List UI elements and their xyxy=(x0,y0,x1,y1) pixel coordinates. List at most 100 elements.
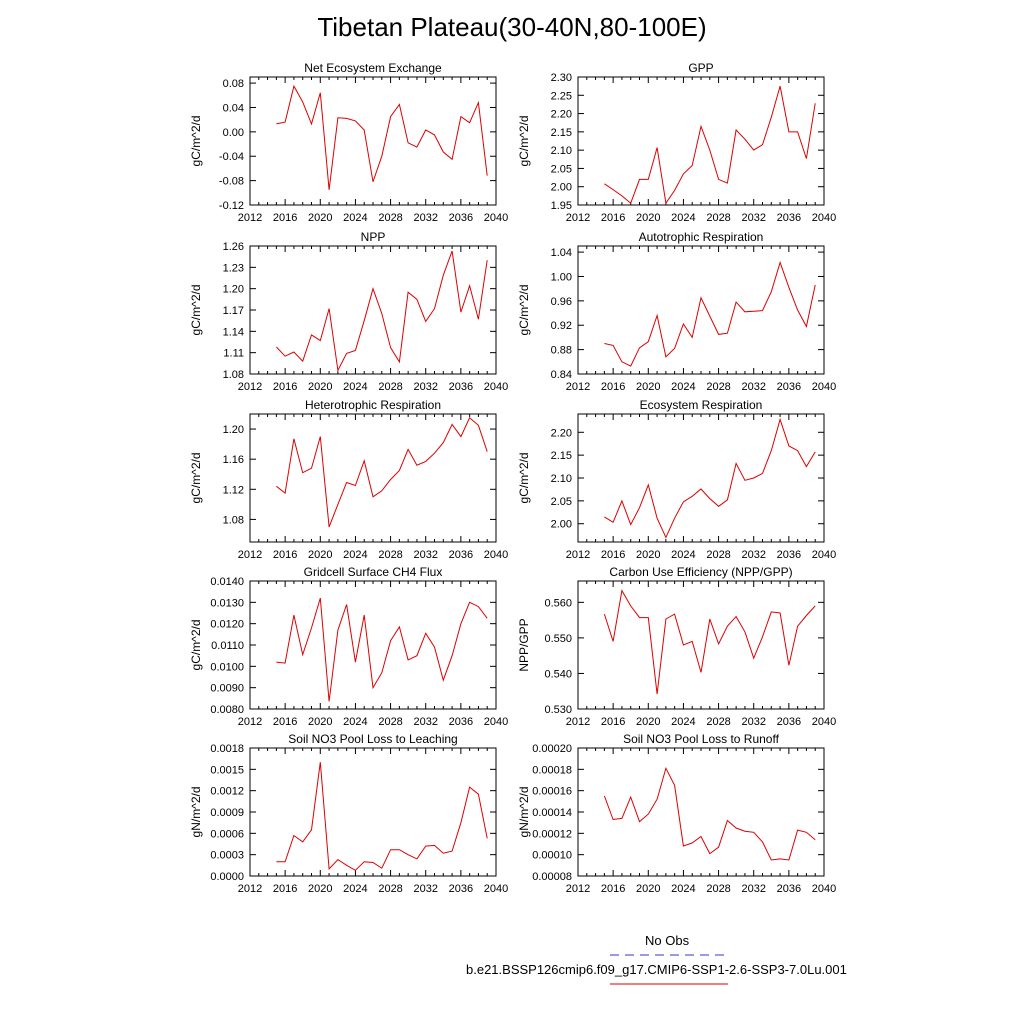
panel-soil-no3-pool-loss-to-runoff-ytick-label: 0.00020 xyxy=(532,743,572,755)
panel-ecosystem-respiration-xtick-label: 2020 xyxy=(636,549,660,561)
panel-gridcell-surface-ch4-flux-xtick-label: 2020 xyxy=(308,716,332,728)
panel-gpp-ytick-label: 2.25 xyxy=(551,90,572,102)
panel-ecosystem-respiration-xtick-label: 2016 xyxy=(601,549,625,561)
panel-gridcell-surface-ch4-flux-ytick-label: 0.0130 xyxy=(210,597,244,609)
panel-npp-xtick-label: 2016 xyxy=(273,381,297,393)
panel-soil-no3-pool-loss-to-runoff-xtick-label: 2012 xyxy=(566,883,590,895)
panel-autotrophic-respiration-ytick-label: 0.92 xyxy=(551,320,572,332)
panel-net-ecosystem-exchange-ytick-label: 0.04 xyxy=(223,102,244,114)
panel-gridcell-surface-ch4-flux-xtick-label: 2016 xyxy=(273,716,297,728)
panel-soil-no3-pool-loss-to-runoff: Soil NO3 Pool Loss to Runoff gN/m^2/d 2012… xyxy=(517,732,836,895)
panel-soil-no3-pool-loss-to-runoff-xtick-label: 2032 xyxy=(741,883,765,895)
panel-soil-no3-pool-loss-to-runoff-xtick-label: 2040 xyxy=(812,883,836,895)
panel-soil-no3-pool-loss-to-runoff-ytick-label: 0.00018 xyxy=(532,764,572,776)
panel-soil-no3-pool-loss-to-leaching-xtick-label: 2028 xyxy=(378,883,402,895)
panel-net-ecosystem-exchange-xtick-label: 2012 xyxy=(238,212,262,224)
panel-npp-xtick-label: 2036 xyxy=(449,381,473,393)
panel-autotrophic-respiration-xtick-label: 2040 xyxy=(812,381,836,393)
panel-gridcell-surface-ch4-flux-xtick-label: 2012 xyxy=(238,716,262,728)
panel-heterotrophic-respiration-xtick-label: 2016 xyxy=(273,549,297,561)
panel-autotrophic-respiration-ytick-label: 0.88 xyxy=(551,345,572,357)
panel-autotrophic-respiration: Autotrophic Respiration gC/m^2/d 2012 2016 2… xyxy=(517,230,836,393)
panel-npp-ytick-label: 1.23 xyxy=(223,262,244,274)
panel-soil-no3-pool-loss-to-runoff-ytick-label: 0.00016 xyxy=(532,786,572,798)
panel-autotrophic-respiration-ytick-label: 0.84 xyxy=(551,369,572,381)
panel-soil-no3-pool-loss-to-runoff-frame xyxy=(577,747,825,877)
panel-carbon-use-efficiency-npp-gpp-xtick-label: 2012 xyxy=(566,716,590,728)
panel-npp-ylabel: gC/m^2/d xyxy=(189,285,203,336)
panel-soil-no3-pool-loss-to-leaching-xtick-label: 2036 xyxy=(449,883,473,895)
panel-autotrophic-respiration-ytick-label: 1.00 xyxy=(551,271,572,283)
panel-soil-no3-pool-loss-to-leaching-ytick-label: 0.0015 xyxy=(210,764,244,776)
legend-label-no-obs: No Obs xyxy=(645,933,690,948)
panel-npp-title: NPP xyxy=(361,230,386,244)
panel-soil-no3-pool-loss-to-leaching-xtick-label: 2020 xyxy=(308,883,332,895)
panel-autotrophic-respiration-xtick-label: 2036 xyxy=(777,381,801,393)
panel-heterotrophic-respiration: Heterotrophic Respiration gC/m^2/d 2012 201… xyxy=(189,398,508,561)
panel-gridcell-surface-ch4-flux-frame xyxy=(249,580,497,710)
panel-npp-ytick-label: 1.26 xyxy=(223,241,244,253)
panel-ecosystem-respiration-xtick-label: 2012 xyxy=(566,549,590,561)
panel-gridcell-surface-ch4-flux-title: Gridcell Surface CH4 Flux xyxy=(304,565,443,579)
panel-soil-no3-pool-loss-to-leaching-ytick-label: 0.0012 xyxy=(210,786,244,798)
panel-soil-no3-pool-loss-to-runoff-xtick-label: 2020 xyxy=(636,883,660,895)
panel-carbon-use-efficiency-npp-gpp-xtick-label: 2040 xyxy=(812,716,836,728)
panel-net-ecosystem-exchange-xtick-label: 2032 xyxy=(413,212,437,224)
panel-ecosystem-respiration-xtick-label: 2028 xyxy=(706,549,730,561)
panel-net-ecosystem-exchange-xtick-label: 2040 xyxy=(484,212,508,224)
panel-gridcell-surface-ch4-flux-ytick-label: 0.0140 xyxy=(210,576,244,588)
panel-npp-xtick-label: 2020 xyxy=(308,381,332,393)
panel-ecosystem-respiration-ytick-label: 2.05 xyxy=(551,496,572,508)
panel-soil-no3-pool-loss-to-leaching: Soil NO3 Pool Loss to Leaching gN/m^2/d 20… xyxy=(189,732,508,895)
figure-title: Tibetan Plateau(30-40N,80-100E) xyxy=(317,12,707,42)
panel-soil-no3-pool-loss-to-runoff-ytick-label: 0.00008 xyxy=(532,871,572,883)
panel-soil-no3-pool-loss-to-leaching-ytick-label: 0.0009 xyxy=(210,807,244,819)
panel-soil-no3-pool-loss-to-runoff-title: Soil NO3 Pool Loss to Runoff xyxy=(623,732,780,746)
panel-gpp-xtick-label: 2024 xyxy=(671,212,695,224)
panel-gridcell-surface-ch4-flux-xtick-label: 2036 xyxy=(449,716,473,728)
panel-soil-no3-pool-loss-to-runoff-ytick-label: 0.00014 xyxy=(532,807,572,819)
panel-soil-no3-pool-loss-to-leaching-xtick-label: 2024 xyxy=(343,883,367,895)
panel-heterotrophic-respiration-xtick-label: 2012 xyxy=(238,549,262,561)
panel-carbon-use-efficiency-npp-gpp-frame xyxy=(577,580,825,710)
panel-soil-no3-pool-loss-to-runoff-ylabel: gN/m^2/d xyxy=(517,787,531,838)
panel-net-ecosystem-exchange-xtick-label: 2028 xyxy=(378,212,402,224)
panel-carbon-use-efficiency-npp-gpp-ytick-label: 0.550 xyxy=(544,633,572,645)
panel-carbon-use-efficiency-npp-gpp-xtick-label: 2024 xyxy=(671,716,695,728)
panel-net-ecosystem-exchange-ytick-label: -0.12 xyxy=(219,200,244,212)
panel-npp-ytick-label: 1.08 xyxy=(223,369,244,381)
panel-gridcell-surface-ch4-flux-ytick-label: 0.0100 xyxy=(210,661,244,673)
panel-soil-no3-pool-loss-to-runoff-ytick-label: 0.00010 xyxy=(532,850,572,862)
panel-gpp-frame xyxy=(577,76,825,206)
panel-autotrophic-respiration-frame xyxy=(577,245,825,375)
panel-heterotrophic-respiration-ytick-label: 1.08 xyxy=(223,514,244,526)
panel-net-ecosystem-exchange-ytick-label: 0.00 xyxy=(223,127,244,139)
panel-gpp-ytick-label: 2.05 xyxy=(551,163,572,175)
panel-heterotrophic-respiration-xtick-label: 2036 xyxy=(449,549,473,561)
panel-carbon-use-efficiency-npp-gpp-ytick-label: 0.530 xyxy=(544,704,572,716)
panel-npp-series-line xyxy=(276,250,488,373)
panel-autotrophic-respiration-ytick-label: 1.04 xyxy=(551,247,572,259)
panel-gridcell-surface-ch4-flux-ytick-label: 0.0110 xyxy=(211,640,244,652)
panel-ecosystem-respiration-ytick-label: 2.00 xyxy=(551,519,572,531)
panel-gpp-ylabel: gC/m^2/d xyxy=(517,116,531,167)
panel-gpp-xtick-label: 2020 xyxy=(636,212,660,224)
panel-soil-no3-pool-loss-to-leaching-ytick-label: 0.0006 xyxy=(210,828,244,840)
panel-gridcell-surface-ch4-flux-xtick-label: 2024 xyxy=(343,716,367,728)
panel-heterotrophic-respiration-xtick-label: 2024 xyxy=(343,549,367,561)
panel-carbon-use-efficiency-npp-gpp-xtick-label: 2028 xyxy=(706,716,730,728)
panel-net-ecosystem-exchange-xtick-label: 2020 xyxy=(308,212,332,224)
panel-autotrophic-respiration-xtick-label: 2020 xyxy=(636,381,660,393)
panel-gridcell-surface-ch4-flux-xtick-label: 2032 xyxy=(413,716,437,728)
panel-gridcell-surface-ch4-flux-xtick-label: 2040 xyxy=(484,716,508,728)
panel-npp: NPP gC/m^2/d 2012 2016 2020 2024 2028 2032 2036 2… xyxy=(189,230,508,393)
panel-gridcell-surface-ch4-flux-ytick-label: 0.0120 xyxy=(210,619,244,631)
panel-autotrophic-respiration-title: Autotrophic Respiration xyxy=(639,230,764,244)
panel-gridcell-surface-ch4-flux-xtick-label: 2028 xyxy=(378,716,402,728)
panel-autotrophic-respiration-series-line xyxy=(604,260,816,367)
panel-ecosystem-respiration: Ecosystem Respiration gC/m^2/d 2012 2016 202… xyxy=(517,398,836,561)
panel-net-ecosystem-exchange-ylabel: gC/m^2/d xyxy=(189,116,203,167)
panel-heterotrophic-respiration-title: Heterotrophic Respiration xyxy=(305,398,441,412)
panel-autotrophic-respiration-ytick-label: 0.96 xyxy=(551,296,572,308)
panel-npp-xtick-label: 2032 xyxy=(413,381,437,393)
